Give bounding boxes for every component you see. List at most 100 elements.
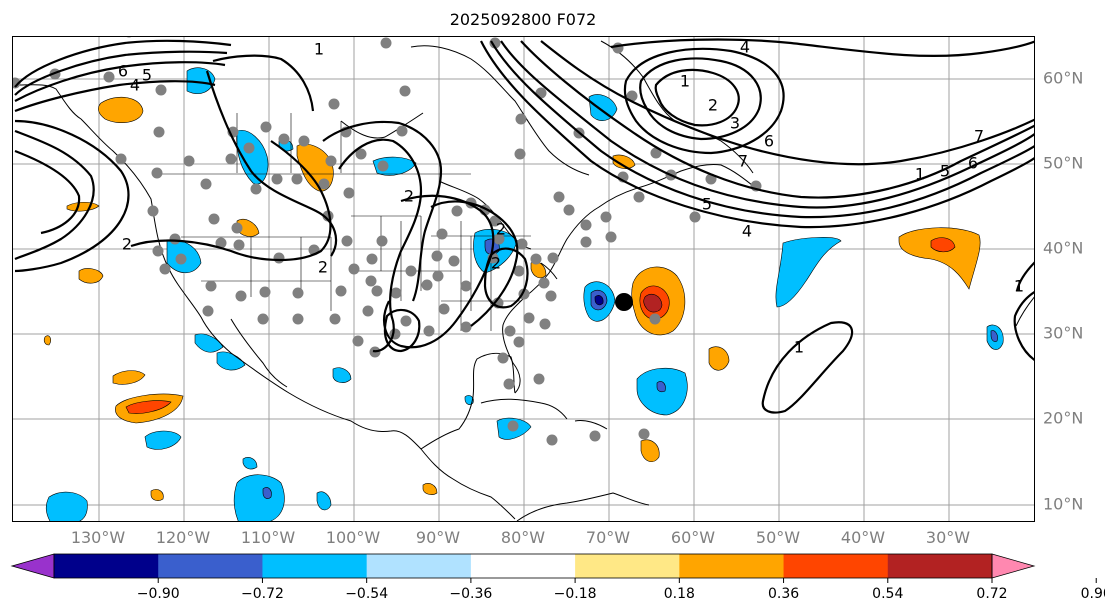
colorbar-segment: [783, 554, 889, 578]
observation-dot: [539, 318, 551, 330]
positive-anomaly: [43, 335, 51, 346]
colorbar-segment: [575, 554, 680, 578]
observation-dot: [489, 37, 501, 49]
contour-lines: [14, 38, 1034, 414]
colorbar-label: 0.36: [767, 586, 800, 602]
observation-dot: [530, 253, 542, 265]
contour-label: 1: [680, 72, 690, 91]
negative-anomaly: [45, 491, 88, 521]
positive-anomaly: [898, 227, 981, 290]
observation-dot: [377, 160, 389, 172]
contour-label: 1: [794, 338, 804, 357]
observation-dot: [589, 430, 601, 442]
colorbar-label: 0.54: [872, 586, 904, 602]
positive-anomaly: [112, 370, 146, 385]
contour-label: 5: [940, 162, 950, 181]
observation-dot: [515, 113, 527, 125]
observation-dot: [335, 285, 347, 297]
positive-anomaly: [66, 201, 100, 212]
observation-dot: [497, 352, 509, 364]
colorbar-label: −0.90: [136, 586, 180, 602]
colorbar-segment: [679, 554, 785, 578]
observation-dot: [257, 313, 269, 325]
observation-dot: [259, 286, 271, 298]
latitude-label: 20°N: [1043, 408, 1084, 428]
negative-anomaly: [233, 474, 285, 521]
observation-dot: [343, 187, 355, 199]
observation-dot: [545, 290, 557, 302]
observation-dot: [298, 135, 310, 147]
observation-dot: [600, 211, 612, 223]
positive-anomaly-core: [125, 400, 172, 414]
observation-dot: [605, 231, 617, 243]
state-borders: [156, 113, 531, 331]
colorbar-label: −0.18: [553, 586, 597, 602]
contour-label: 2: [496, 220, 506, 239]
observation-dot: [533, 373, 545, 385]
latitude-label: 60°N: [1043, 68, 1084, 88]
negative-anomaly: [242, 457, 258, 470]
observation-dot: [460, 280, 472, 292]
colorbar-extend-high: [991, 553, 1036, 579]
observation-sites: [13, 37, 762, 446]
negative-anomaly: [775, 237, 842, 308]
observation-dot: [233, 239, 245, 251]
observation-dot: [341, 235, 353, 247]
negative-anomaly-core: [656, 381, 666, 393]
longitude-label: 60°W: [670, 528, 716, 547]
observation-dot: [448, 255, 460, 267]
observation-dot: [451, 205, 463, 217]
observation-dot: [580, 236, 592, 248]
observation-dot: [235, 290, 247, 302]
observation-dot: [489, 215, 501, 227]
colorbar-label: −0.72: [240, 586, 284, 602]
colorbar-segment: [54, 554, 159, 578]
contour-label: 2: [318, 258, 328, 277]
latitude-label: 10°N: [1043, 494, 1084, 514]
observation-dot: [329, 313, 341, 325]
contour-label: 1: [314, 40, 324, 59]
observation-dot: [504, 325, 516, 337]
observation-dot: [421, 279, 433, 291]
observation-dot: [271, 173, 283, 185]
observation-dot: [563, 204, 575, 216]
negative-anomaly: [316, 491, 332, 511]
observation-dot: [553, 191, 565, 203]
observation-dot: [649, 313, 661, 325]
observation-dot: [292, 313, 304, 325]
observation-dot: [155, 84, 167, 96]
observation-dot: [348, 263, 360, 275]
observation-dot: [513, 336, 525, 348]
observation-dot: [291, 173, 303, 185]
observation-dot: [376, 235, 388, 247]
observation-dot: [514, 148, 526, 160]
observation-dot: [432, 270, 444, 282]
observation-dot: [493, 233, 505, 245]
observation-dot: [371, 285, 383, 297]
colorbar-outline: [53, 553, 993, 579]
longitude-label: 50°W: [755, 528, 801, 547]
colorbar-segment: [887, 554, 993, 578]
observation-dot: [650, 147, 662, 159]
contour-label: 4: [740, 38, 750, 57]
graticule: [13, 37, 1034, 521]
observation-dot: [503, 378, 515, 390]
observation-dot: [205, 280, 217, 292]
colorbar-label: 0.72: [976, 586, 1008, 602]
longitude-label: 40°W: [840, 528, 886, 547]
observation-dot: [362, 305, 374, 317]
contour-label: 2: [491, 254, 501, 273]
observation-dot: [103, 71, 115, 83]
coastlines: [14, 40, 1034, 521]
contour-label: 2: [708, 96, 718, 115]
observation-dot: [169, 233, 181, 245]
latitude-label: 30°N: [1043, 323, 1084, 343]
positive-anomaly: [640, 439, 660, 462]
colorbar-label: 0.90: [1080, 586, 1105, 602]
observation-dot: [580, 219, 592, 231]
observation-dot: [318, 178, 330, 190]
negative-anomaly-core: [262, 487, 272, 499]
observation-dot: [328, 98, 340, 110]
positive-anomaly: [78, 268, 104, 284]
